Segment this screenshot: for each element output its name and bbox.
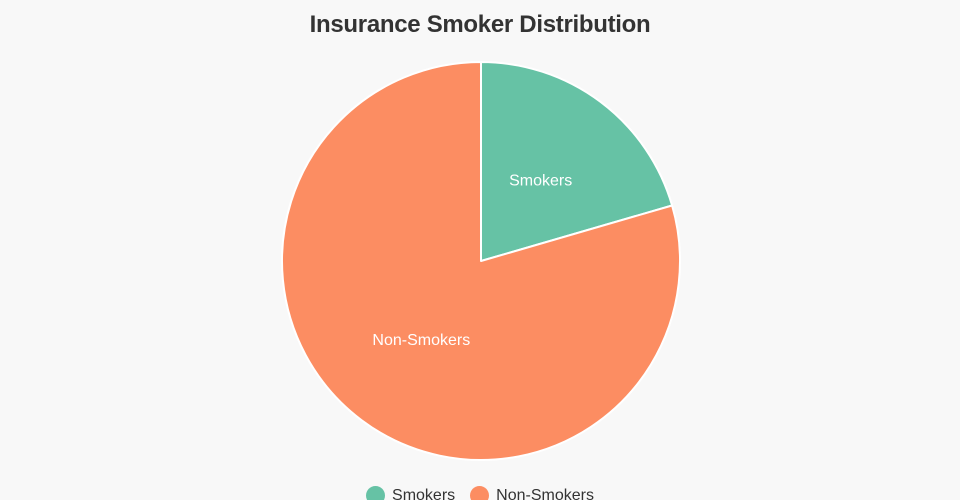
legend-label-smokers: Smokers	[392, 486, 456, 500]
chart-title: Insurance Smoker Distribution	[309, 11, 651, 38]
legend: Smokers Non-Smokers	[0, 486, 960, 500]
pie-slice-smokers[interactable]	[480, 61, 674, 262]
legend-item-smokers[interactable]: Smokers	[366, 486, 455, 500]
legend-swatch-non-smokers-icon	[470, 486, 490, 500]
legend-swatch-smokers-icon	[366, 486, 386, 500]
slice-label-smokers: Smokers	[509, 173, 572, 190]
slice-label-non-smokers: Non-Smokers	[372, 332, 470, 349]
pie-slice-non-smokers[interactable]	[281, 61, 681, 461]
legend-item-non-smokers[interactable]: Non-Smokers	[470, 486, 594, 500]
legend-label-non-smokers: Non-Smokers	[496, 486, 594, 500]
